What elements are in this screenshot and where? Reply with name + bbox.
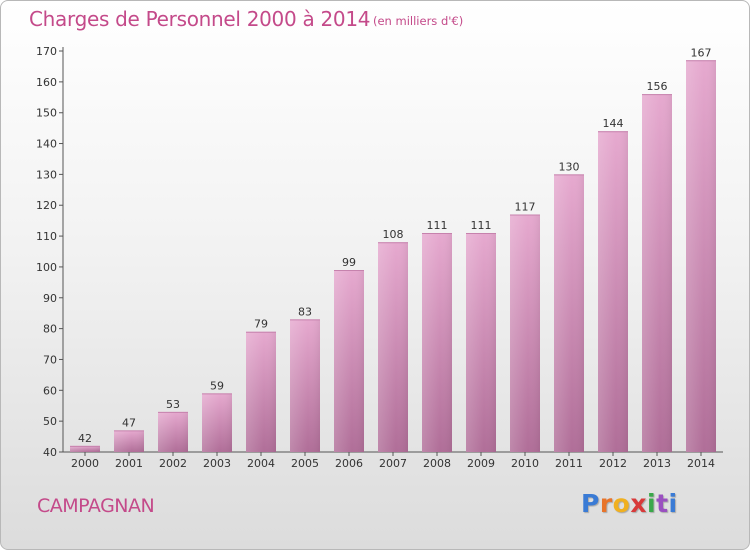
x-tick-label: 2012 [599,457,627,470]
x-tick-label: 2002 [159,457,187,470]
logo-letter: t [656,489,669,518]
y-tick-label: 40 [43,446,57,459]
x-tick-label: 2008 [423,457,451,470]
y-tick-label: 150 [36,107,57,120]
x-tick-label: 2010 [511,457,539,470]
y-tick-label: 170 [36,45,57,58]
x-tick-label: 2001 [115,457,143,470]
y-tick-label: 160 [36,76,57,89]
x-tick-label: 2004 [247,457,275,470]
x-tick-label: 2005 [291,457,319,470]
y-tick-label: 140 [36,138,57,151]
x-tick-label: 2009 [467,457,495,470]
commune-name: CAMPAGNAN [37,495,155,517]
bar-highlight [114,430,144,452]
bar-highlight [290,319,320,452]
bar-value-label: 156 [647,80,668,93]
bar-highlight [158,411,188,452]
bar-highlight [554,174,584,452]
plot-area: 40 50 60 70 80 90 100 110 120 130 140 150 160 170 42 20… [36,45,723,470]
logo-letter: o [612,489,631,518]
logo-letter: r [599,489,613,518]
bar-value-label: 59 [210,379,224,392]
bar-value-label: 47 [122,416,136,429]
bar-highlight [202,393,232,452]
bar-highlight [686,60,716,452]
bar-value-label: 99 [342,256,356,269]
y-tick-label: 50 [43,415,57,428]
logo-letter: P [581,489,600,518]
y-tick-label: 120 [36,199,57,212]
logo-letter: x [630,489,647,518]
y-tick-label: 60 [43,384,57,397]
logo-letter: i [668,489,678,518]
x-tick-label: 2014 [687,457,715,470]
bar-highlight [642,94,672,452]
y-tick-label: 110 [36,230,57,243]
x-tick-label: 2003 [203,457,231,470]
bar-highlight [598,131,628,452]
proxiti-logo: Proxiti [581,489,678,518]
x-tick-label: 2013 [643,457,671,470]
x-tick-label: 2007 [379,457,407,470]
chart-subtitle: (en milliers d'€) [373,14,464,28]
bar-highlight [422,232,452,452]
bar-highlight [378,242,408,452]
x-tick-label: 2006 [335,457,363,470]
bar-value-label: 144 [603,117,624,130]
y-tick-label: 90 [43,292,57,305]
chart-title: Charges de Personnel 2000 à 2014 [29,7,371,31]
bar-highlight [510,214,540,452]
bar-value-label: 83 [298,305,312,318]
bar-value-label: 111 [471,219,492,232]
bar-highlight [246,331,276,452]
bar-value-label: 117 [515,200,536,213]
bar-value-label: 42 [78,432,92,445]
y-tick-label: 70 [43,353,57,366]
bar-value-label: 53 [166,398,180,411]
x-tick-label: 2011 [555,457,583,470]
bar-value-label: 130 [559,160,580,173]
bar-value-label: 108 [383,228,404,241]
bar-highlight [334,270,364,452]
logo-letter: i [647,489,657,518]
y-tick-label: 80 [43,323,57,336]
bar-highlight [70,445,100,452]
y-tick-label: 130 [36,168,57,181]
bar-value-label: 167 [691,46,712,59]
bar-value-label: 111 [427,219,448,232]
bar-value-label: 79 [254,318,268,331]
y-tick-label: 100 [36,261,57,274]
bar-highlight [466,232,496,452]
x-tick-label: 2000 [71,457,99,470]
